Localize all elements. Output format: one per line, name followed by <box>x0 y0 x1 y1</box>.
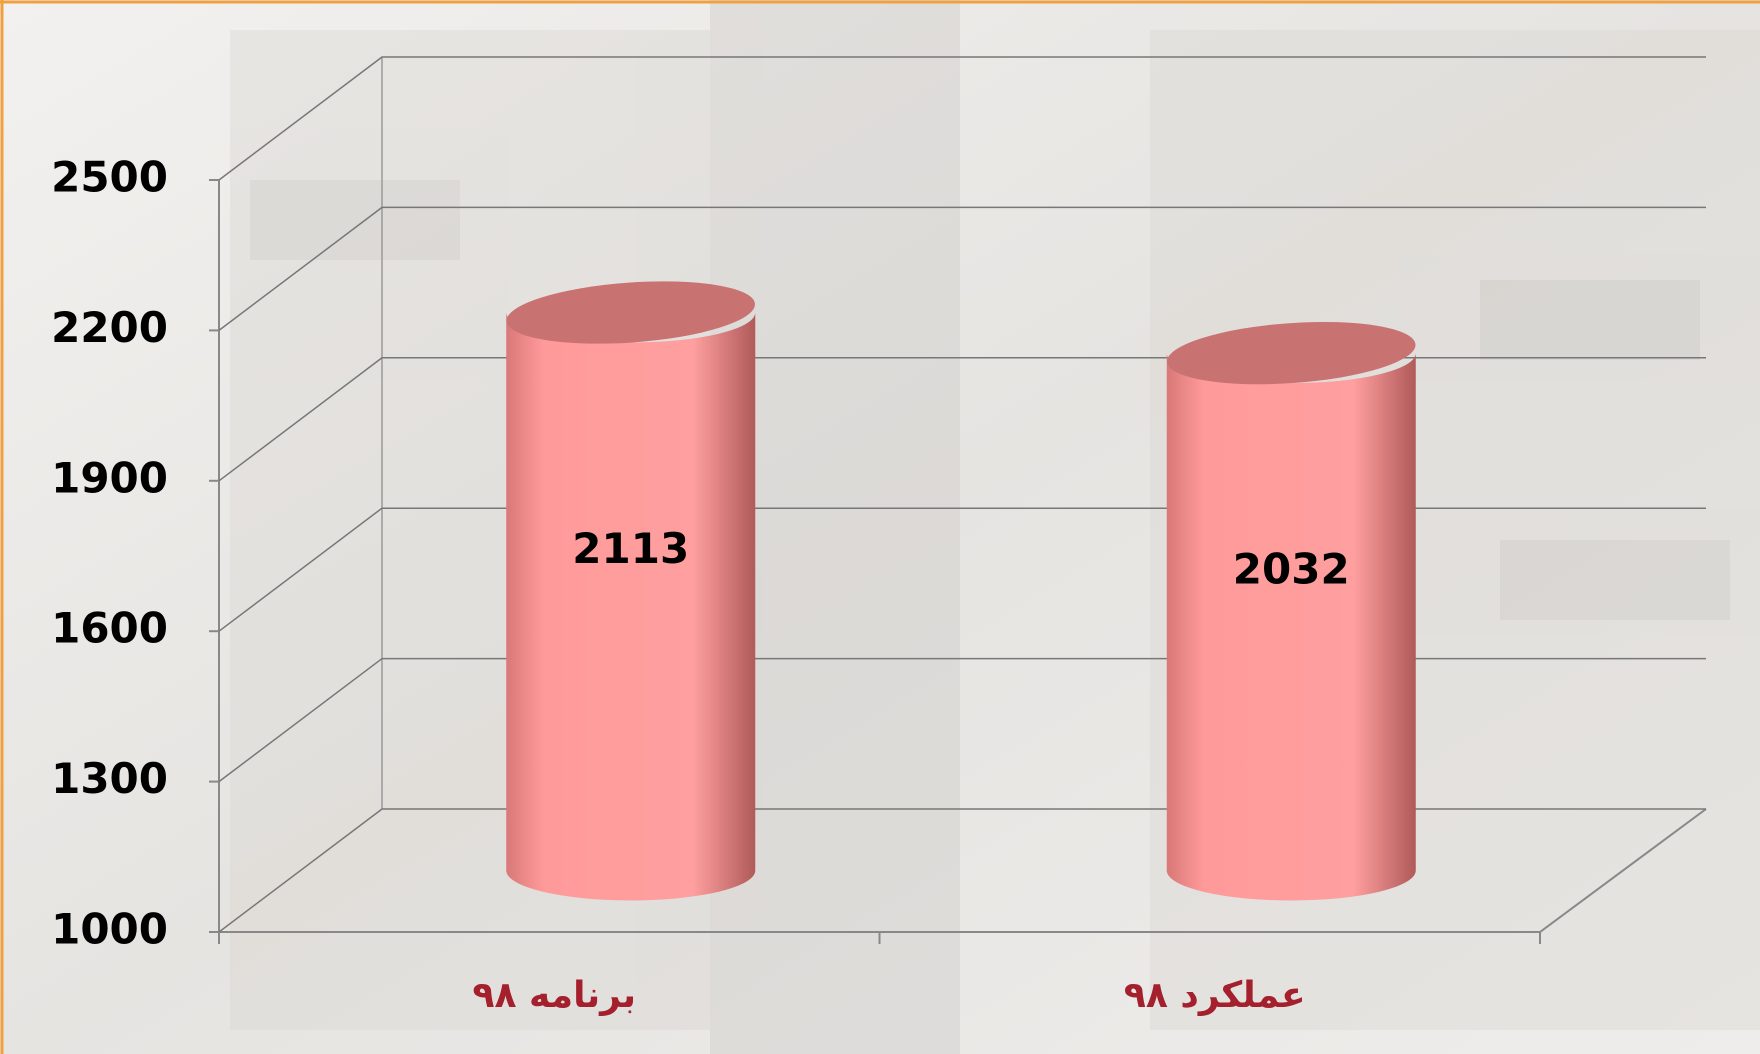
cylinder-top <box>506 281 755 344</box>
cylinder-body <box>506 312 756 901</box>
grid-line <box>218 206 1706 331</box>
y-tick-label: 1000 <box>51 905 168 954</box>
value-label: 2113 <box>572 524 689 573</box>
y-tick-label: 1900 <box>51 453 168 502</box>
y-tick-label: 2200 <box>51 303 168 352</box>
y-tick-label: 1300 <box>51 754 168 803</box>
x-tick-label: عملکرد ۹۸ <box>1124 975 1306 1016</box>
cylinder-body <box>1166 353 1416 901</box>
grid-line <box>218 56 1706 181</box>
value-label: 2032 <box>1233 544 1350 593</box>
cylinder-top <box>1167 321 1416 385</box>
x-tick-label: برنامه ۹۸ <box>472 975 636 1016</box>
y-tick-label: 2500 <box>51 153 168 202</box>
y-tick-label: 1600 <box>51 604 168 653</box>
